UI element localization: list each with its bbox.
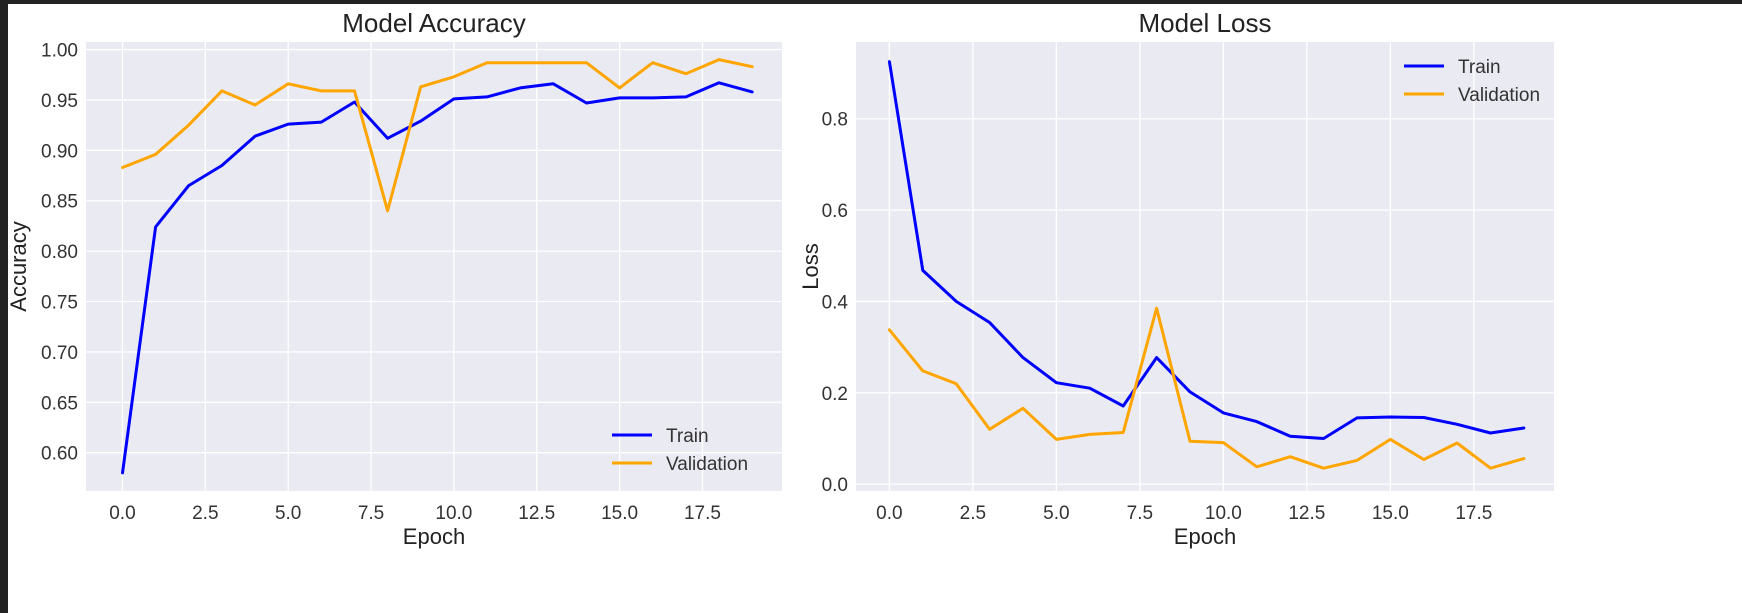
series-line-validation [887, 306, 1526, 470]
chart-panel-2: 0.0 2.5 5.0 7.5 10.0 12.5 15.0 17.5 0.0 0.2 0.4 0.6… [798, 8, 1554, 549]
series-line-validation [121, 58, 754, 213]
x-tick-label: 15.0 [1372, 503, 1409, 524]
x-tick-label: 7.5 [1127, 503, 1153, 524]
y-tick-label: 0.90 [41, 141, 78, 162]
y-tick-label: 0.8 [822, 110, 848, 131]
chart-title: Model Accuracy [342, 8, 526, 38]
legend: Train Validation [1404, 57, 1540, 106]
y-tick-label: 0.80 [41, 242, 78, 263]
series-line-train [887, 60, 1526, 440]
x-axis-label: Epoch [403, 524, 465, 549]
figure: 0.0 2.5 5.0 7.5 10.0 12.5 15.0 17.5 0.60 0.65 0.70… [8, 4, 1742, 613]
legend-label: Train [1458, 57, 1501, 78]
x-axis-label: Epoch [1174, 524, 1236, 549]
legend: Train Validation [612, 426, 748, 475]
x-tick-label: 5.0 [275, 503, 301, 524]
x-tick-label: 10.0 [1205, 503, 1242, 524]
chart-title: Model Loss [1139, 8, 1272, 38]
x-tick-label: 0.0 [876, 503, 902, 524]
x-tick-label: 10.0 [435, 503, 472, 524]
y-tick-label: 0.65 [41, 393, 78, 414]
y-tick-label: 0.85 [41, 192, 78, 213]
legend-label: Validation [666, 454, 748, 475]
y-tick-label: 0.75 [41, 293, 78, 314]
y-tick-label: 0.95 [41, 91, 78, 112]
y-tick-label: 0.4 [822, 292, 849, 313]
x-tick-label: 0.0 [109, 503, 135, 524]
y-tick-label: 0.0 [822, 475, 848, 496]
y-tick-label: 0.2 [822, 384, 848, 405]
training-history-charts: 0.0 2.5 5.0 7.5 10.0 12.5 15.0 17.5 0.60 0.65 0.70… [8, 8, 1554, 549]
legend-label: Train [666, 426, 709, 447]
x-tick-label: 7.5 [358, 503, 384, 524]
series-line-train [121, 81, 754, 475]
x-tick-label: 5.0 [1043, 503, 1069, 524]
y-tick-label: 0.70 [41, 343, 78, 364]
legend-label: Validation [1458, 85, 1540, 106]
x-tick-label: 12.5 [518, 503, 555, 524]
x-tick-label: 2.5 [192, 503, 218, 524]
y-axis-label: Accuracy [8, 221, 31, 311]
x-tick-label: 15.0 [601, 503, 638, 524]
y-axis-label: Loss [798, 243, 823, 289]
x-tick-label: 12.5 [1288, 503, 1325, 524]
y-tick-label: 0.60 [41, 444, 78, 465]
x-tick-label: 17.5 [1455, 503, 1492, 524]
x-tick-label: 2.5 [960, 503, 986, 524]
plot-area [86, 42, 782, 491]
y-tick-label: 0.6 [822, 201, 848, 222]
x-tick-label: 17.5 [684, 503, 721, 524]
y-tick-label: 1.00 [41, 41, 78, 62]
chart-panel-1: 0.0 2.5 5.0 7.5 10.0 12.5 15.0 17.5 0.60 0.65 0.70… [8, 8, 782, 549]
